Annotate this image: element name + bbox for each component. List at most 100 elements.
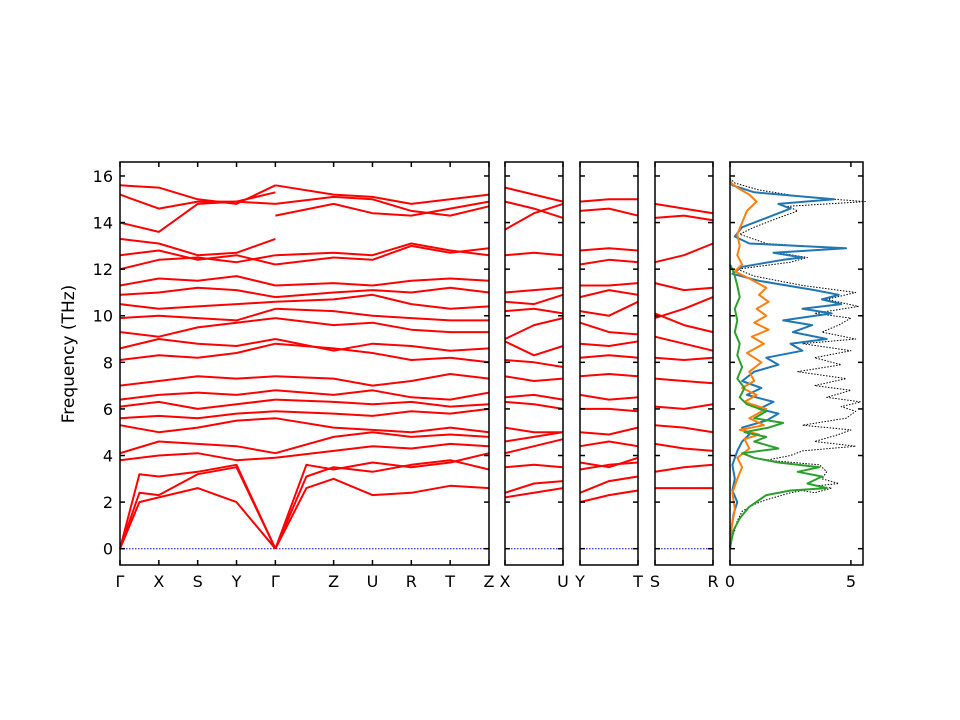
y-tick-label: 6 [103,400,113,419]
band-line [579,426,639,436]
y-tick-label: 4 [103,447,113,466]
band-line [274,452,490,550]
x-tick-label: Γ [271,572,280,591]
band-line [504,293,564,306]
x-tick-label: R [707,572,718,591]
band-line [579,489,639,504]
band-line [579,340,639,347]
band-line [275,417,490,434]
band-line [580,407,639,413]
band-line [504,200,564,219]
band-line [119,317,276,338]
band-line [119,286,276,299]
y-tick-label: 14 [93,214,113,233]
band-line [275,342,490,364]
band-line [119,440,276,455]
band-line [275,407,490,417]
band-line [275,389,490,401]
y-tick-label: 10 [93,307,113,326]
x-tick-label: Y [574,572,585,591]
band-line [504,340,564,357]
band-line [654,356,714,361]
band-line [654,242,714,264]
band-line [119,275,276,287]
band-line [504,487,564,499]
y-tick-label: 0 [103,540,113,559]
band-line [275,398,490,408]
band-line [275,286,490,299]
band-line [275,442,490,459]
x-tick-label: Y [231,572,242,591]
band-line [579,300,639,317]
y-tick-label: 12 [93,260,113,279]
dos-series-4 [729,264,828,549]
band-line [579,440,639,448]
band-line [504,359,564,368]
x-tick-label: Z [484,572,495,591]
band-line [504,202,564,231]
band-line [654,214,714,222]
band-line [119,307,276,322]
x-tick-label: T [444,572,455,591]
band-line [654,296,714,320]
x-tick-label: R [406,572,417,591]
x-tick-label: X [153,572,164,591]
band-line [274,477,490,550]
band-line [119,200,276,233]
dos-series-2 [729,180,848,549]
band-line [504,480,564,494]
band-line [119,342,276,361]
band-line [119,338,276,350]
band-line [504,375,564,382]
band-line [504,393,564,401]
x-tick-label: T [632,572,643,591]
band-line [654,282,714,292]
band-line [119,487,277,550]
x-tick-label: Γ [116,572,125,591]
x-tick-label: U [367,572,379,591]
dos-series-3 [729,180,770,549]
band-line [579,354,639,359]
dos-x-tick-label: 5 [846,572,856,591]
panel-frame [504,161,564,566]
y-tick-label: 2 [103,493,113,512]
band-line [275,242,490,257]
band-line [275,195,490,217]
band-line [274,459,490,550]
band-line [275,277,490,287]
panel-frame [579,161,639,566]
band-line [504,426,563,434]
dos-frame [729,161,864,566]
band-line [119,254,276,271]
band-line [275,431,490,455]
band-line [119,410,276,420]
band-line [504,431,564,443]
band-line [275,307,489,322]
band-line [654,463,714,473]
band-line [119,249,276,266]
band-line [579,207,639,217]
band-line [654,442,714,452]
band-line [119,417,276,434]
band-line [580,282,639,287]
band-line [275,317,489,334]
band-line [119,375,276,387]
y-axis-label: Frequency (THz) [59,285,79,424]
band-line [275,184,490,205]
band-line [504,438,564,455]
y-tick-label: 16 [93,167,113,186]
band-line [579,289,639,299]
x-tick-label: S [650,572,660,591]
x-tick-label: X [500,572,511,591]
band-line [579,373,639,378]
band-line [119,452,276,462]
band-line [579,321,639,336]
band-line [504,307,564,315]
band-line [579,475,639,494]
band-line [654,403,714,410]
